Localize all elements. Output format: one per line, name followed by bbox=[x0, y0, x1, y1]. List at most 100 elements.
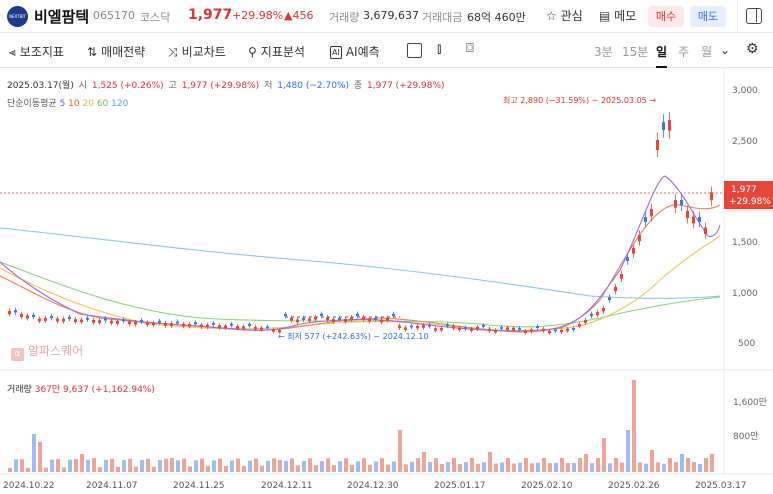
volume-bar bbox=[122, 459, 126, 472]
volume-label: 거래량 bbox=[329, 11, 360, 24]
volume-bar bbox=[656, 462, 660, 472]
volume-bar bbox=[32, 434, 36, 472]
volume-bar bbox=[566, 463, 570, 472]
volume-bar bbox=[644, 463, 648, 472]
candle bbox=[8, 308, 11, 317]
ma-10-line bbox=[0, 204, 721, 333]
alpha-logo-icon: α bbox=[11, 348, 24, 361]
volume-bar bbox=[662, 463, 666, 472]
candle bbox=[650, 203, 653, 222]
candle bbox=[410, 323, 413, 330]
strategy-button[interactable]: ⇅ 매매전략 bbox=[87, 45, 146, 59]
volume-bar bbox=[296, 465, 300, 472]
volume-bar bbox=[386, 464, 390, 472]
compare-button[interactable]: ⤨ 비교차트 bbox=[168, 45, 226, 59]
volume-bar bbox=[596, 458, 600, 472]
candle-type-icon[interactable]: ⫾ bbox=[437, 41, 442, 57]
square-draw-icon[interactable] bbox=[407, 43, 422, 58]
candle bbox=[656, 132, 659, 158]
candle bbox=[710, 186, 713, 206]
favorite-button[interactable]: ☆ 관심 bbox=[546, 9, 583, 23]
analysis-button[interactable]: ⚲ 지표분석 bbox=[248, 45, 305, 59]
date-axis-label: 2024.10.22 bbox=[3, 481, 55, 491]
price-axis-label: 1,500 bbox=[732, 238, 758, 248]
moving-average-legend[interactable]: 단순이동평균 5 10 20 60 120 bbox=[7, 99, 129, 109]
ai-predict-button[interactable]: AI AI예측 bbox=[330, 45, 380, 59]
volume-bar bbox=[590, 463, 594, 472]
candle bbox=[134, 319, 137, 327]
price-axis-label: 1,000 bbox=[732, 289, 758, 299]
period-3min[interactable]: 3분 bbox=[594, 45, 613, 59]
candle bbox=[344, 316, 347, 324]
change-amount: ▲456 bbox=[284, 9, 314, 22]
candle bbox=[326, 315, 329, 323]
candle bbox=[230, 321, 233, 328]
camera-icon[interactable]: ⌼ bbox=[466, 41, 474, 56]
volume-bar bbox=[74, 459, 78, 472]
volume-bar bbox=[170, 458, 174, 472]
candle bbox=[548, 329, 551, 335]
last-price-tag-rate: +29.98% bbox=[729, 197, 771, 207]
volume-bar bbox=[512, 463, 516, 472]
volume-bar bbox=[626, 430, 630, 472]
volume-bar bbox=[494, 463, 498, 472]
stock-name[interactable]: 비엘팜텍 bbox=[34, 8, 90, 26]
volume-bar bbox=[86, 459, 90, 472]
chevron-down-icon[interactable]: ⌄ bbox=[720, 43, 731, 57]
volume-bar bbox=[260, 465, 264, 472]
volume-bar bbox=[614, 458, 618, 472]
candle bbox=[104, 316, 107, 323]
volume-bar bbox=[428, 461, 432, 472]
stock-header: NEXTBIT 비엘팜텍 065170 코스닥 1,977 +29.98% ▲4… bbox=[0, 0, 773, 33]
date-axis-label: 2025.02.10 bbox=[521, 481, 573, 491]
period-month[interactable]: 월 bbox=[701, 45, 713, 59]
volume-bar bbox=[50, 459, 54, 472]
candle bbox=[356, 311, 359, 319]
candle bbox=[374, 315, 377, 323]
volume-bar bbox=[638, 462, 642, 472]
volume-bar bbox=[422, 452, 426, 472]
candle bbox=[278, 328, 281, 335]
candle bbox=[44, 315, 47, 323]
period-15min[interactable]: 15분 bbox=[622, 45, 649, 59]
candle bbox=[566, 326, 569, 333]
price-axis-label: 3,000 bbox=[732, 86, 758, 96]
sell-button[interactable]: 매도 bbox=[690, 6, 726, 27]
candle bbox=[200, 322, 203, 330]
period-week[interactable]: 주 bbox=[678, 45, 690, 59]
candle bbox=[218, 323, 221, 330]
candle bbox=[284, 311, 287, 319]
memo-button[interactable]: ▤ 메모 bbox=[599, 9, 637, 23]
volume-bar bbox=[314, 465, 318, 472]
candle bbox=[170, 321, 173, 328]
side-panel-icon[interactable] bbox=[746, 8, 762, 24]
volume-bar bbox=[326, 458, 330, 472]
volume-bar bbox=[608, 463, 612, 472]
candle bbox=[608, 294, 611, 303]
candle bbox=[164, 320, 167, 328]
indicator-button[interactable]: ⫷ 보조지표 bbox=[9, 45, 64, 59]
volume-bar bbox=[446, 462, 450, 472]
volume-bar bbox=[380, 458, 384, 472]
volume-bar bbox=[104, 459, 108, 472]
stock-code: 065170 bbox=[93, 9, 135, 22]
ohlc-info: 2025.03.17(월) 시 1,525 (+0.26%) 고 1,977 (… bbox=[7, 81, 445, 91]
volume-bar bbox=[500, 462, 504, 472]
ma-60-line bbox=[0, 261, 721, 328]
indicator-icon: ⫷ bbox=[9, 45, 16, 59]
volume-bar bbox=[278, 460, 282, 472]
ma-60: 60 bbox=[96, 99, 109, 109]
candle bbox=[482, 323, 485, 329]
ma-5: 5 bbox=[59, 99, 66, 109]
buy-button[interactable]: 매수 bbox=[648, 6, 684, 27]
gear-icon[interactable]: ⚙ bbox=[746, 41, 759, 57]
candle bbox=[392, 311, 395, 319]
candle bbox=[296, 317, 299, 325]
volume-bar bbox=[248, 460, 252, 472]
amount-value: 68억 460만 bbox=[467, 11, 526, 24]
candle bbox=[440, 326, 443, 333]
period-day[interactable]: 일 bbox=[656, 43, 668, 68]
candle bbox=[434, 326, 437, 333]
volume-bar bbox=[548, 463, 552, 472]
